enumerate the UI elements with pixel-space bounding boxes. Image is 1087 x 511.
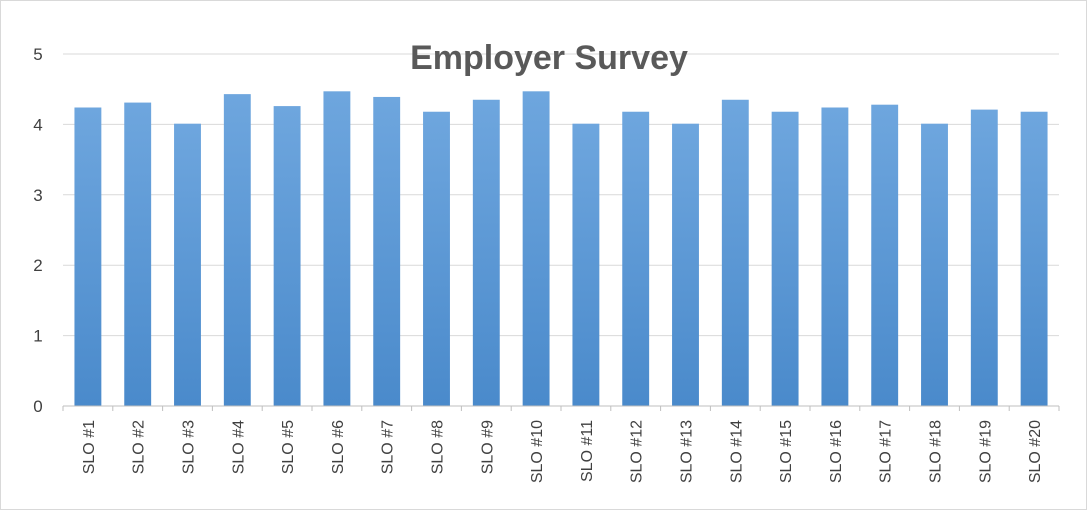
x-tick-label: SLO #18	[928, 420, 945, 483]
bar	[622, 111, 650, 406]
x-tick-label: SLO #11	[579, 420, 596, 482]
y-tick-label: 2	[33, 256, 42, 275]
x-tick-label: SLO #3	[181, 420, 198, 474]
bar	[1020, 111, 1048, 406]
bar	[273, 106, 301, 406]
bar	[970, 109, 998, 406]
bar	[124, 102, 152, 407]
x-tick-label: SLO #12	[629, 420, 646, 483]
x-tick-label: SLO #13	[679, 420, 696, 483]
bar	[174, 123, 201, 407]
bar	[323, 91, 351, 406]
bar	[721, 99, 749, 406]
x-tick-label: SLO #9	[479, 420, 496, 474]
bar	[921, 123, 948, 407]
x-tick-label: SLO #10	[529, 420, 546, 483]
bar	[771, 111, 799, 406]
x-tick-label: SLO #17	[878, 420, 895, 483]
bar	[223, 94, 251, 407]
y-tick-label: 5	[33, 45, 42, 64]
x-tick-label: SLO #1	[81, 420, 98, 474]
bar	[871, 104, 899, 407]
y-tick-label: 3	[33, 186, 42, 205]
x-tick-label: SLO #2	[131, 420, 148, 474]
bar	[672, 123, 699, 407]
chart-title: Employer Survey	[410, 39, 688, 77]
bar	[821, 107, 849, 406]
axes: 0 1 2 3 4 5 SLO #1 SLO #2 SLO #3 SLO #4 SLO #5 SLO …	[33, 45, 1060, 483]
x-tick-label: SLO #6	[330, 420, 347, 474]
y-tick-label: 1	[33, 327, 42, 346]
gridlines	[63, 53, 1059, 337]
x-tick-label: SLO #16	[828, 420, 845, 483]
x-tick-label: SLO #20	[1027, 420, 1044, 483]
bar	[74, 107, 102, 406]
bars	[74, 91, 1048, 407]
x-tick-label: SLO #7	[380, 420, 397, 474]
x-tick-label: SLO #5	[280, 420, 297, 474]
y-tick-label: 4	[33, 115, 42, 134]
x-tick-label: SLO #14	[728, 420, 745, 483]
bar	[373, 96, 401, 406]
bar	[522, 91, 550, 406]
x-tick-label: SLO #15	[778, 420, 795, 483]
bar	[572, 123, 600, 407]
bar	[423, 111, 450, 406]
bar	[472, 99, 500, 406]
x-tick-label: SLO #4	[230, 420, 247, 474]
x-tick-label: SLO #19	[977, 420, 994, 483]
y-tick-label: 0	[33, 397, 42, 416]
x-tick-label: SLO #8	[430, 420, 447, 474]
